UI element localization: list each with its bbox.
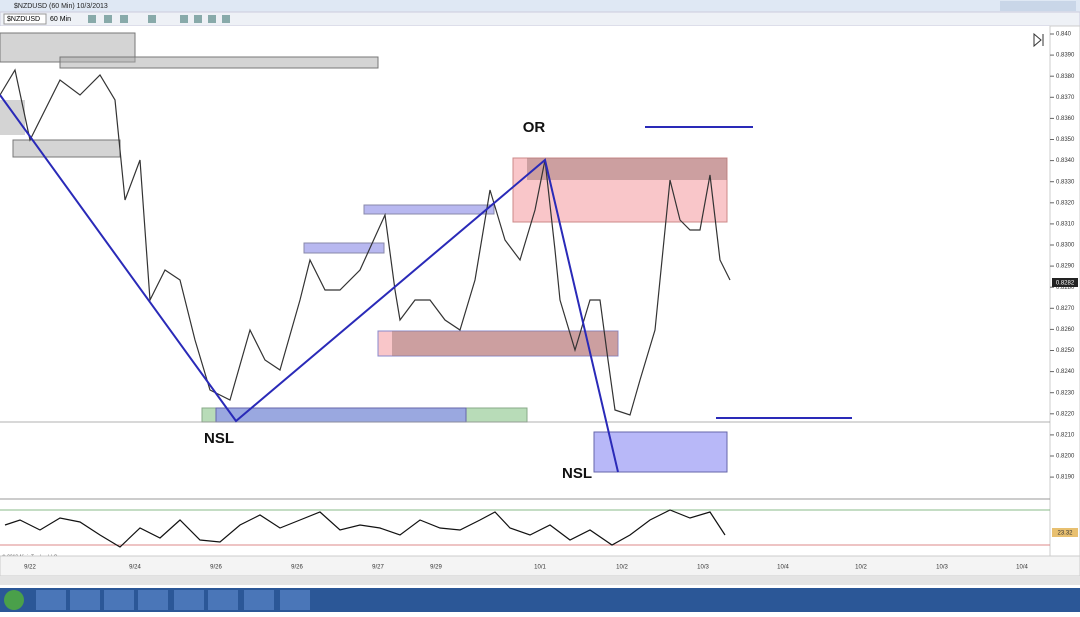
toolbar [0, 11, 1080, 27]
time-label: 9/24 [129, 565, 141, 571]
price-label: 0.840 [1056, 32, 1072, 38]
time-label: 9/27 [372, 565, 384, 571]
price-label: 0.8210 [1056, 432, 1075, 438]
instrument: $NZDUSD [7, 16, 40, 23]
chart-area [0, 26, 1050, 556]
oscillator [4, 509, 726, 548]
price-label: 0.8370 [1056, 95, 1075, 101]
price-label: 0.8330 [1056, 179, 1075, 185]
annotation: NSL [562, 465, 592, 482]
interval[interactable]: 60 Min [50, 16, 71, 23]
price-label: 0.8320 [1056, 200, 1075, 206]
annotation: NSL [204, 430, 234, 447]
price-label: 0.8380 [1056, 74, 1075, 80]
price-label: 0.8270 [1056, 306, 1075, 312]
indicator-value-box [1052, 528, 1078, 537]
price-label: 0.8230 [1056, 390, 1075, 396]
price-label: 0.8300 [1056, 243, 1075, 249]
taskbar-apps[interactable] [36, 590, 310, 610]
start-button[interactable] [4, 590, 24, 610]
time-label: 10/2 [616, 565, 628, 571]
price-label: 0.8290 [1056, 264, 1075, 270]
zones [0, 32, 728, 473]
price-label: 0.8280 [1056, 285, 1075, 291]
scroll-end-button[interactable] [1033, 32, 1044, 48]
annotation: OR [523, 119, 546, 136]
price-label: 0.8360 [1056, 116, 1075, 122]
price-path [0, 68, 731, 416]
time-label: 10/4 [1016, 565, 1028, 571]
price-label: 0.8260 [1056, 327, 1075, 333]
price-label: 0.8220 [1056, 411, 1075, 417]
time-label: 9/29 [430, 565, 442, 571]
toolbar-icons[interactable] [88, 15, 230, 23]
instrument-box[interactable] [3, 13, 47, 25]
window-controls[interactable] [1000, 1, 1076, 11]
indicator-value: 23.32 [1057, 531, 1073, 537]
trend-lines [0, 94, 619, 473]
price-label: 0.8240 [1056, 369, 1075, 375]
time-label: 10/4 [777, 565, 789, 571]
time-label: 10/3 [697, 565, 709, 571]
price-label: 0.8390 [1056, 53, 1075, 59]
time-label: 9/26 [291, 565, 303, 571]
price-label: 0.8310 [1056, 221, 1075, 227]
price-label: 0.8350 [1056, 137, 1075, 143]
time-label: 10/1 [534, 565, 546, 571]
price-label: 0.8190 [1056, 475, 1075, 481]
price-label: 0.8340 [1056, 158, 1075, 164]
price-axis [1049, 25, 1080, 557]
time-label: 10/3 [936, 565, 948, 571]
price-label: 0.8200 [1056, 454, 1075, 460]
time-label: 9/22 [24, 565, 36, 571]
current-price: 0.8282 [1056, 281, 1075, 287]
price-label: 0.8250 [1056, 348, 1075, 354]
scrollbar[interactable] [0, 576, 1080, 585]
time-label: 10/2 [855, 565, 867, 571]
title-bar [0, 0, 1080, 12]
current-price-box [1052, 278, 1078, 287]
time-label: 9/26 [210, 565, 222, 571]
window-title: $NZDUSD (60 Min) 10/3/2013 [14, 3, 108, 10]
